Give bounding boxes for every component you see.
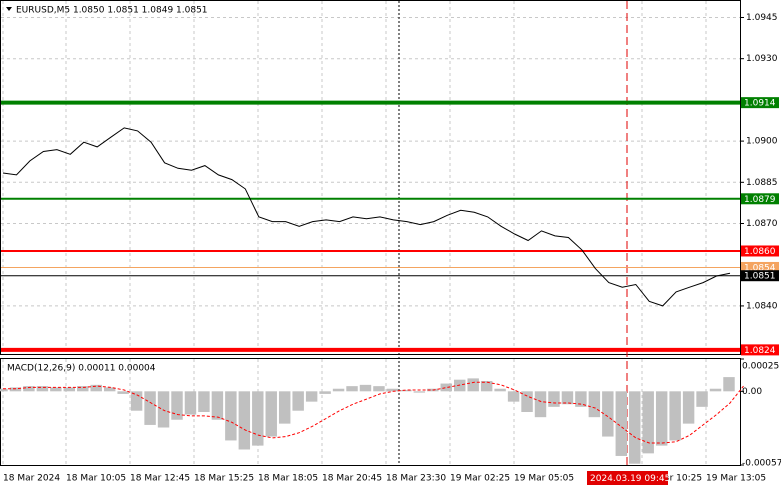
- y-tick-label: 1.0885: [746, 178, 778, 188]
- macd-bar: [467, 378, 479, 392]
- level-label: 1.0860: [744, 247, 776, 257]
- macd-bar: [23, 386, 35, 392]
- macd-bar: [440, 383, 452, 392]
- level-label: 1.0914: [744, 99, 776, 109]
- main-panel: [0, 0, 741, 355]
- x-tick-label: 19 Mar 02:25: [450, 474, 510, 484]
- x-tick-label: 18 Mar 23:30: [386, 474, 446, 484]
- level-label-box: [741, 97, 779, 109]
- macd-bar: [642, 391, 654, 454]
- macd-bar: [629, 391, 641, 464]
- macd-bar: [534, 391, 547, 418]
- level-label: 1.0854: [744, 263, 776, 273]
- macd-y-tick-label: 0.00025: [742, 362, 779, 372]
- cursor-label-box: [587, 471, 668, 485]
- y-tick-label: 1.0945: [746, 13, 778, 23]
- macd-bar: [265, 391, 277, 437]
- x-tick-label: 18 Mar 15:25: [194, 474, 254, 484]
- macd-bar: [521, 391, 533, 412]
- x-tick-label: 18 Mar 12:45: [130, 474, 190, 484]
- macd-bar: [252, 391, 264, 446]
- macd-bar: [723, 377, 735, 392]
- macd-bar: [494, 388, 506, 392]
- macd-bar: [602, 391, 614, 437]
- macd-bar: [669, 391, 681, 441]
- macd-y-tick-label: 0.00: [742, 387, 762, 397]
- macd-bar: [103, 387, 116, 392]
- macd-bar: [171, 391, 183, 420]
- macd-bar: [332, 388, 345, 392]
- macd-bar: [63, 387, 76, 392]
- macd-bar: [36, 386, 49, 392]
- level-label-box: [741, 344, 779, 356]
- macd-bar: [696, 391, 708, 407]
- macd-bar: [319, 391, 331, 394]
- y-tick-label: 1.0870: [746, 219, 778, 229]
- macd-bar: [278, 391, 291, 424]
- chart-title: EURUSD,M5 1.0850 1.0851 1.0849 1.0851: [16, 6, 208, 16]
- macd-bar: [184, 391, 197, 415]
- y-tick-label: 1.0840: [746, 301, 778, 311]
- x-tick-label: 18 Mar 20:45: [322, 474, 382, 484]
- x-tick-label: 18 Mar 2024: [3, 474, 60, 484]
- x-tick-label: 18 Mar 18:05: [258, 474, 318, 484]
- macd-bar: [117, 391, 129, 394]
- x-tick-label: 19 Mar 05:05: [514, 474, 574, 484]
- macd-bar: [588, 391, 601, 418]
- level-label-box: [741, 193, 779, 205]
- macd-bar: [561, 391, 574, 405]
- macd-bar: [359, 384, 372, 392]
- macd-bar: [305, 391, 318, 402]
- macd-bar: [90, 384, 102, 392]
- grid-layer: [1, 1, 740, 465]
- macd-bar: [9, 387, 22, 392]
- y-tick-label: 1.0930: [746, 54, 778, 64]
- cursor-label: 2024.03.19 09:45: [590, 474, 670, 484]
- macd-bar: [548, 391, 560, 407]
- macd-bar: [238, 391, 251, 450]
- menu-arrow: [6, 7, 12, 11]
- macd-bar: [144, 391, 156, 425]
- macd-bar: [615, 391, 628, 456]
- macd-bar: [655, 391, 668, 446]
- x-tick-label: 19 Mar 13:05: [706, 474, 766, 484]
- macd-y-tick-label: -0.00057: [742, 459, 781, 469]
- level-label-box: [741, 261, 779, 273]
- level-label: 1.0851: [744, 272, 776, 282]
- macd-bar: [157, 391, 170, 428]
- macd-bar: [682, 391, 695, 424]
- level-label: 1.0879: [744, 195, 776, 205]
- macd-bar: [292, 391, 304, 411]
- macd-bar: [480, 380, 493, 392]
- level-label-box: [741, 270, 779, 282]
- macd-title: MACD(12,26,9) 0.00011 0.00004: [7, 364, 156, 374]
- y-tick-label: 1.0900: [746, 137, 778, 147]
- x-tick-label: 19 Mar 10:25: [642, 474, 702, 484]
- macd-bar: [50, 387, 62, 392]
- macd-bar: [413, 391, 426, 393]
- macd-bar: [400, 390, 412, 392]
- macd-bar: [373, 386, 385, 392]
- macd-bar: [507, 391, 520, 402]
- macd-bar: [225, 391, 237, 441]
- macd-bar: [198, 391, 210, 412]
- level-label: 1.0824: [744, 346, 776, 356]
- macd-bar: [0, 388, 8, 392]
- level-label-box: [741, 245, 779, 257]
- macd-bar: [346, 386, 358, 392]
- macd-bar: [575, 391, 587, 407]
- macd-bar: [211, 391, 224, 420]
- macd-bar: [709, 388, 722, 392]
- macd-bar: [77, 386, 89, 392]
- price-line: [2, 127, 731, 307]
- x-tick-label: 18 Mar 10:05: [66, 474, 126, 484]
- macd-bar: [130, 391, 143, 411]
- macd-bar: [386, 388, 399, 392]
